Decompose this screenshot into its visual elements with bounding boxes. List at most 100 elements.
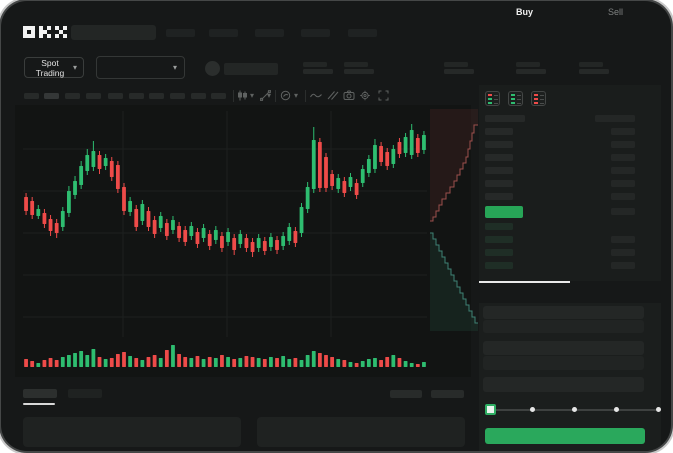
chevron-down-icon: ▾ [172,62,177,72]
order-book-price-skeleton [485,128,513,135]
settings-icon[interactable] [359,90,371,101]
candles-icon[interactable] [237,90,248,101]
order-book-amount-skeleton [611,141,635,148]
order-book-price-skeleton [485,141,513,148]
nav-item-skeleton[interactable] [301,29,330,37]
bottom-action-skeleton[interactable] [431,390,464,398]
book-asks-icon[interactable] [531,91,546,106]
book-split-icon[interactable] [485,91,500,106]
nav-item-skeleton[interactable] [166,29,195,37]
icon-bar [534,94,538,96]
okx-logo[interactable] [23,26,67,38]
tab-sell[interactable]: Sell [607,7,623,17]
timeframe-button-skeleton[interactable] [211,93,226,99]
last-price-skeleton [224,63,278,75]
ticker-stat-label-skeleton [303,62,327,67]
slider-stop-dot[interactable] [614,407,619,412]
icon-bar [488,102,492,104]
slider-stop-dot[interactable] [572,407,577,412]
amount-input[interactable] [483,341,644,355]
history-panel-skeleton [257,417,465,447]
candlestick-chart[interactable] [23,111,427,337]
timeframe-button-skeleton[interactable] [86,93,101,99]
order-book-price-skeleton [485,249,513,256]
toolbar-divider [305,90,306,102]
timeframe-button-skeleton[interactable] [129,93,144,99]
line-style-icon[interactable] [260,90,271,101]
price-input[interactable] [483,306,644,319]
bottom-action-skeleton[interactable] [390,390,422,398]
toolbar-divider [275,90,276,102]
order-book-amount-skeleton [611,193,635,200]
icon-line [494,94,498,96]
order-book-amount-skeleton [611,154,635,161]
ticker-stat-value-skeleton [516,69,546,74]
buy-tab-indicator [479,281,570,283]
bottom-tab-active[interactable] [23,389,57,398]
toolbar-divider [233,90,234,102]
nav-item-skeleton[interactable] [348,29,377,37]
ticker-stat-value-skeleton [303,69,333,74]
timeframe-button-skeleton[interactable] [191,93,206,99]
icon-bar [534,102,538,104]
timeframe-button-skeleton[interactable] [24,93,39,99]
chevron-down-icon[interactable]: ▾ [250,91,255,100]
order-book-amount-skeleton [611,236,635,243]
book-bids-icon[interactable] [508,91,523,106]
indicator-icon[interactable] [280,90,292,101]
order-book-price-skeleton [485,223,513,230]
slider-stop-dot[interactable] [530,407,535,412]
camera-icon[interactable] [343,90,355,101]
order-book-price-skeleton [485,154,513,161]
pair-selector[interactable]: ▾ [96,56,185,79]
amount-slider-handle[interactable] [485,404,496,415]
buy-submit-button[interactable] [485,428,645,444]
ticker-stat-label-skeleton [579,62,603,67]
timeframe-button-skeleton[interactable] [44,93,59,99]
ticker-stat-label-skeleton [344,62,368,67]
icon-line [517,98,521,100]
chevron-down-icon[interactable]: ▾ [294,91,299,100]
ticker-stat-value-skeleton [444,69,474,74]
timeframe-button-skeleton[interactable] [65,93,80,99]
depth-chart[interactable] [430,109,478,331]
icon-bar [511,98,515,100]
icon-line [517,102,521,104]
order-book-amount-skeleton [611,208,635,215]
bottom-tab-underline [23,403,55,405]
price-input-sub[interactable] [483,320,644,333]
order-book-price-skeleton [485,167,513,174]
order-book-price-skeleton [485,115,525,122]
icon-bar [511,94,515,96]
icon-line [494,98,498,100]
nav-item-skeleton[interactable] [255,29,284,37]
slider-stop-dot[interactable] [656,407,661,412]
fullscreen-icon[interactable] [378,90,389,101]
global-search-input[interactable] [71,25,156,40]
chevron-down-icon[interactable]: ▾ [267,91,272,100]
bottom-tab[interactable] [68,389,102,398]
tab-buy[interactable]: Buy [515,7,533,17]
icon-bar [488,94,492,96]
timeframe-button-skeleton[interactable] [170,93,185,99]
wave-icon[interactable] [310,90,322,101]
icon-line [540,94,544,96]
total-input[interactable] [483,377,644,392]
ticker-stat-value-skeleton [344,69,374,74]
ticker-stat-value-skeleton [579,69,609,74]
order-form-tabs [479,281,661,303]
icon-bar [534,98,538,100]
order-book-amount-skeleton [611,262,635,269]
icon-line [540,102,544,104]
timeframe-button-skeleton[interactable] [108,93,123,99]
nav-item-skeleton[interactable] [209,29,238,37]
order-book-amount-skeleton [611,167,635,174]
market-type-selector[interactable]: Spot Trading ▾ [24,57,84,78]
orders-panel-skeleton [23,417,241,447]
parallel-lines-icon[interactable] [327,90,339,101]
amount-input-sub[interactable] [483,356,644,370]
icon-line [540,98,544,100]
order-book-amount-skeleton [611,249,635,256]
timeframe-button-skeleton[interactable] [149,93,164,99]
